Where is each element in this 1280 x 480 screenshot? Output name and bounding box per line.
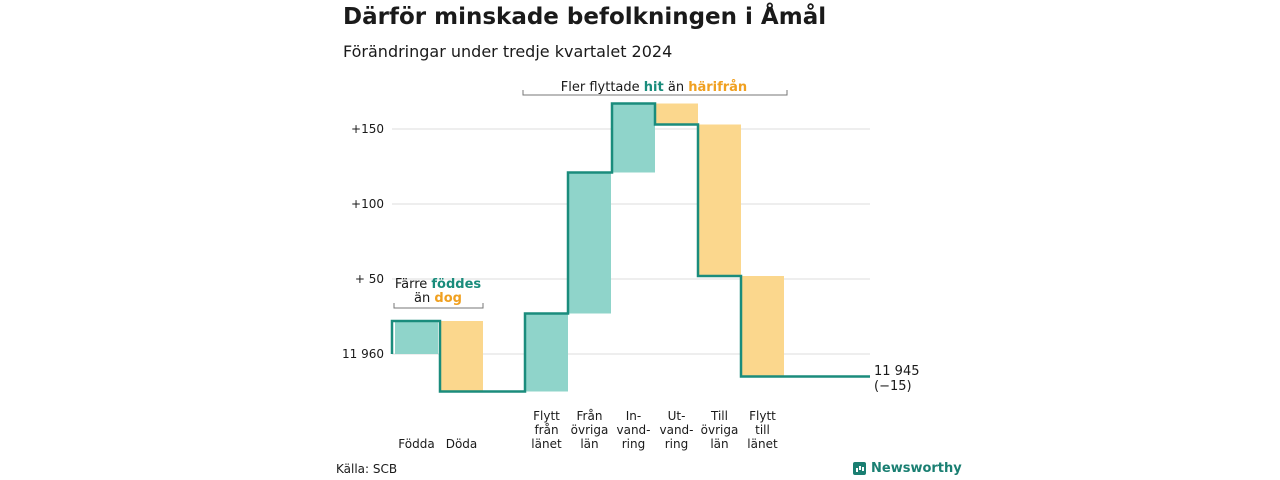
source-note: Källa: SCB bbox=[336, 462, 398, 476]
x-category-label: Flytt från länet bbox=[531, 409, 562, 451]
y-tick-label: +150 bbox=[351, 122, 384, 136]
waterfall-bar bbox=[568, 172, 611, 314]
waterfall-bar bbox=[741, 276, 784, 377]
brand-name: Newsworthy bbox=[871, 461, 962, 476]
newsworthy-icon bbox=[853, 462, 866, 475]
bar-layer bbox=[395, 103, 784, 392]
line-layer bbox=[390, 102, 870, 393]
x-category-label: Till övriga län bbox=[701, 409, 739, 451]
waterfall-bar bbox=[395, 321, 438, 354]
y-tick-label: +100 bbox=[351, 197, 384, 211]
chart-subtitle: Förändringar under tredje kvartalet 2024 bbox=[343, 42, 673, 61]
x-category-label: Födda bbox=[398, 437, 434, 451]
annotation-bracket-migration bbox=[522, 90, 788, 96]
brand-logo: Newsworthy bbox=[853, 461, 962, 476]
end-change-label: (−15) bbox=[874, 379, 912, 394]
x-category-label: Döda bbox=[446, 437, 478, 451]
waterfall-bar bbox=[612, 103, 655, 173]
waterfall-bar bbox=[698, 124, 741, 276]
births-deaths-annotation: Färre föddes än dog bbox=[393, 277, 484, 309]
waterfall-bar bbox=[440, 321, 483, 392]
annotation-line1: Färre föddes bbox=[395, 277, 482, 292]
annotation-bracket bbox=[393, 303, 484, 309]
migration-annotation: Fler flyttade hit än härifrån bbox=[522, 80, 788, 96]
annotation-migration: Fler flyttade hit än härifrån bbox=[561, 80, 747, 95]
waterfall-bar bbox=[525, 313, 568, 392]
end-value-label: 11 945 bbox=[874, 364, 920, 379]
x-category-label: Flytt till länet bbox=[747, 409, 778, 451]
y-tick-label: + 50 bbox=[355, 272, 384, 286]
x-category-label: Ut-vand-ring bbox=[659, 409, 693, 451]
annotation-line2: än dog bbox=[414, 291, 462, 306]
x-category-label: Från övriga län bbox=[571, 409, 609, 451]
y-tick-label: 11 960 bbox=[342, 347, 384, 361]
label-layer: Födda Döda Flytt från länet Från övriga länIn-v… bbox=[398, 409, 778, 451]
x-category-label: In-vand-ring bbox=[616, 409, 650, 451]
waterfall-step-line bbox=[390, 102, 870, 393]
waterfall-bar bbox=[655, 103, 698, 125]
chart-title: Därför minskade befolkningen i Åmål bbox=[343, 4, 827, 30]
